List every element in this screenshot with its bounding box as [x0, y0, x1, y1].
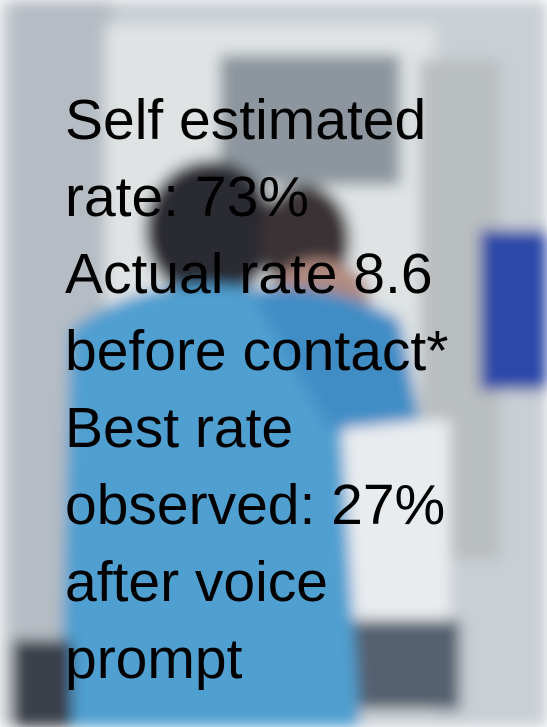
- caption-line: observed: 27%: [65, 467, 448, 544]
- caption-line: Best rate: [65, 390, 448, 467]
- caption-line: Self estimated: [65, 82, 448, 159]
- page: Self estimatedrate: 73%Actual rate 8.6be…: [0, 0, 547, 727]
- caption-line: after voice: [65, 544, 448, 621]
- caption-line: Actual rate 8.6: [65, 236, 448, 313]
- caption-line: prompt: [65, 621, 448, 698]
- caption-line: before contact*: [65, 313, 448, 390]
- caption-line: rate: 73%: [65, 159, 448, 236]
